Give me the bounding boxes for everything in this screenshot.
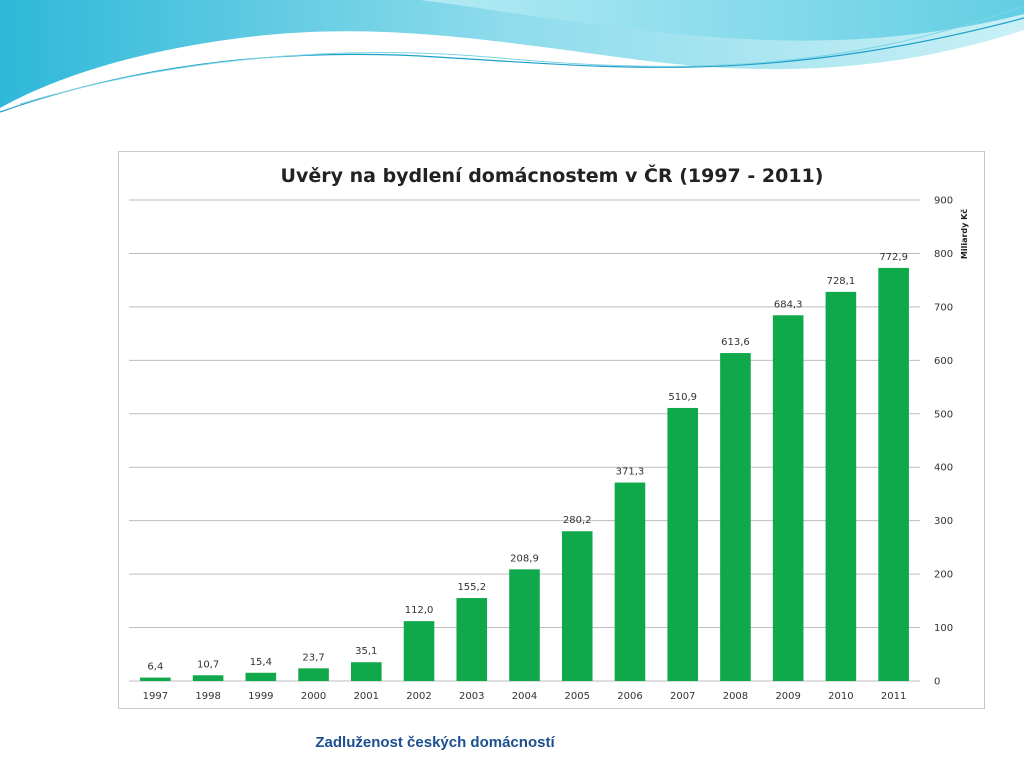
header-wave-line-2 xyxy=(19,5,1024,105)
bar-2001 xyxy=(351,662,382,681)
y-axis-ticks: 0 100 200 300 400 500 600 700 800 900 xyxy=(934,196,953,688)
x-tick-label: 2009 xyxy=(775,691,800,702)
bar-2004 xyxy=(509,569,540,681)
data-labels: 6,4 10,7 15,4 23,7 35,1 112,0 155,2 208,9 280,2 3… xyxy=(147,252,908,673)
y-tick-label: 700 xyxy=(934,302,953,313)
x-tick-label: 2003 xyxy=(459,691,484,702)
y-tick-label: 500 xyxy=(934,409,953,420)
header-wave-secondary xyxy=(420,0,1024,41)
x-tick-label: 1998 xyxy=(195,691,220,702)
data-label: 35,1 xyxy=(355,646,377,657)
bar-2005 xyxy=(561,531,593,681)
y-tick-label: 0 xyxy=(934,677,940,688)
data-label: 10,7 xyxy=(197,659,219,670)
data-label: 772,9 xyxy=(879,252,908,263)
data-label: 613,6 xyxy=(721,337,750,348)
y-tick-label: 300 xyxy=(934,516,953,527)
x-tick-label: 2011 xyxy=(881,691,906,702)
bar-2003 xyxy=(456,598,488,681)
x-tick-label: 2010 xyxy=(828,691,853,702)
data-label: 6,4 xyxy=(147,662,163,673)
bar-2002 xyxy=(403,621,435,681)
y-tick-label: 200 xyxy=(934,570,953,581)
bar-2010 xyxy=(825,291,857,681)
data-label: 15,4 xyxy=(250,657,272,668)
y-axis-label: Miliardy Kč xyxy=(959,209,969,259)
slide-caption: Zadluženost českých domácností xyxy=(315,734,555,751)
chart-frame: Uvěry na bydlení domácnostem v ČR (1997 … xyxy=(118,151,985,709)
x-tick-label: 2007 xyxy=(670,691,695,702)
x-tick-label: 2001 xyxy=(354,691,379,702)
bars xyxy=(140,267,909,681)
bar-2008 xyxy=(720,353,751,681)
bar-2006 xyxy=(614,482,646,681)
x-tick-label: 2004 xyxy=(512,691,537,702)
bar-2009 xyxy=(772,315,804,681)
x-tick-label: 2006 xyxy=(617,691,642,702)
data-label: 208,9 xyxy=(510,553,539,564)
x-axis-ticks: 1997 1998 1999 2000 2001 2002 2003 2004 2005 2006… xyxy=(143,691,907,702)
data-label: 510,9 xyxy=(668,392,697,403)
x-tick-label: 2000 xyxy=(301,691,326,702)
bar-2007 xyxy=(667,407,698,681)
x-tick-label: 1999 xyxy=(248,691,273,702)
bar-2000 xyxy=(298,668,329,681)
bar-1997 xyxy=(140,677,171,681)
data-label: 684,3 xyxy=(774,299,803,310)
data-label: 23,7 xyxy=(302,652,324,663)
x-tick-label: 2008 xyxy=(723,691,748,702)
chart-title: Uvěry na bydlení domácnostem v ČR (1997 … xyxy=(281,163,824,187)
x-tick-label: 2002 xyxy=(406,691,431,702)
data-label: 112,0 xyxy=(405,605,434,616)
data-label: 280,2 xyxy=(563,515,592,526)
bar-1998 xyxy=(192,675,224,681)
y-tick-label: 100 xyxy=(934,623,953,634)
x-tick-label: 1997 xyxy=(143,691,168,702)
data-label: 371,3 xyxy=(616,467,645,478)
y-tick-label: 400 xyxy=(934,463,953,474)
y-tick-label: 900 xyxy=(934,196,953,207)
bar-2011 xyxy=(878,267,909,681)
bar-chart: Uvěry na bydlení domácnostem v ČR (1997 … xyxy=(129,163,969,702)
y-tick-label: 800 xyxy=(934,249,953,260)
data-label: 728,1 xyxy=(827,276,856,287)
y-tick-label: 600 xyxy=(934,356,953,367)
bar-1999 xyxy=(245,672,277,681)
x-tick-label: 2005 xyxy=(565,691,590,702)
data-label: 155,2 xyxy=(457,582,486,593)
